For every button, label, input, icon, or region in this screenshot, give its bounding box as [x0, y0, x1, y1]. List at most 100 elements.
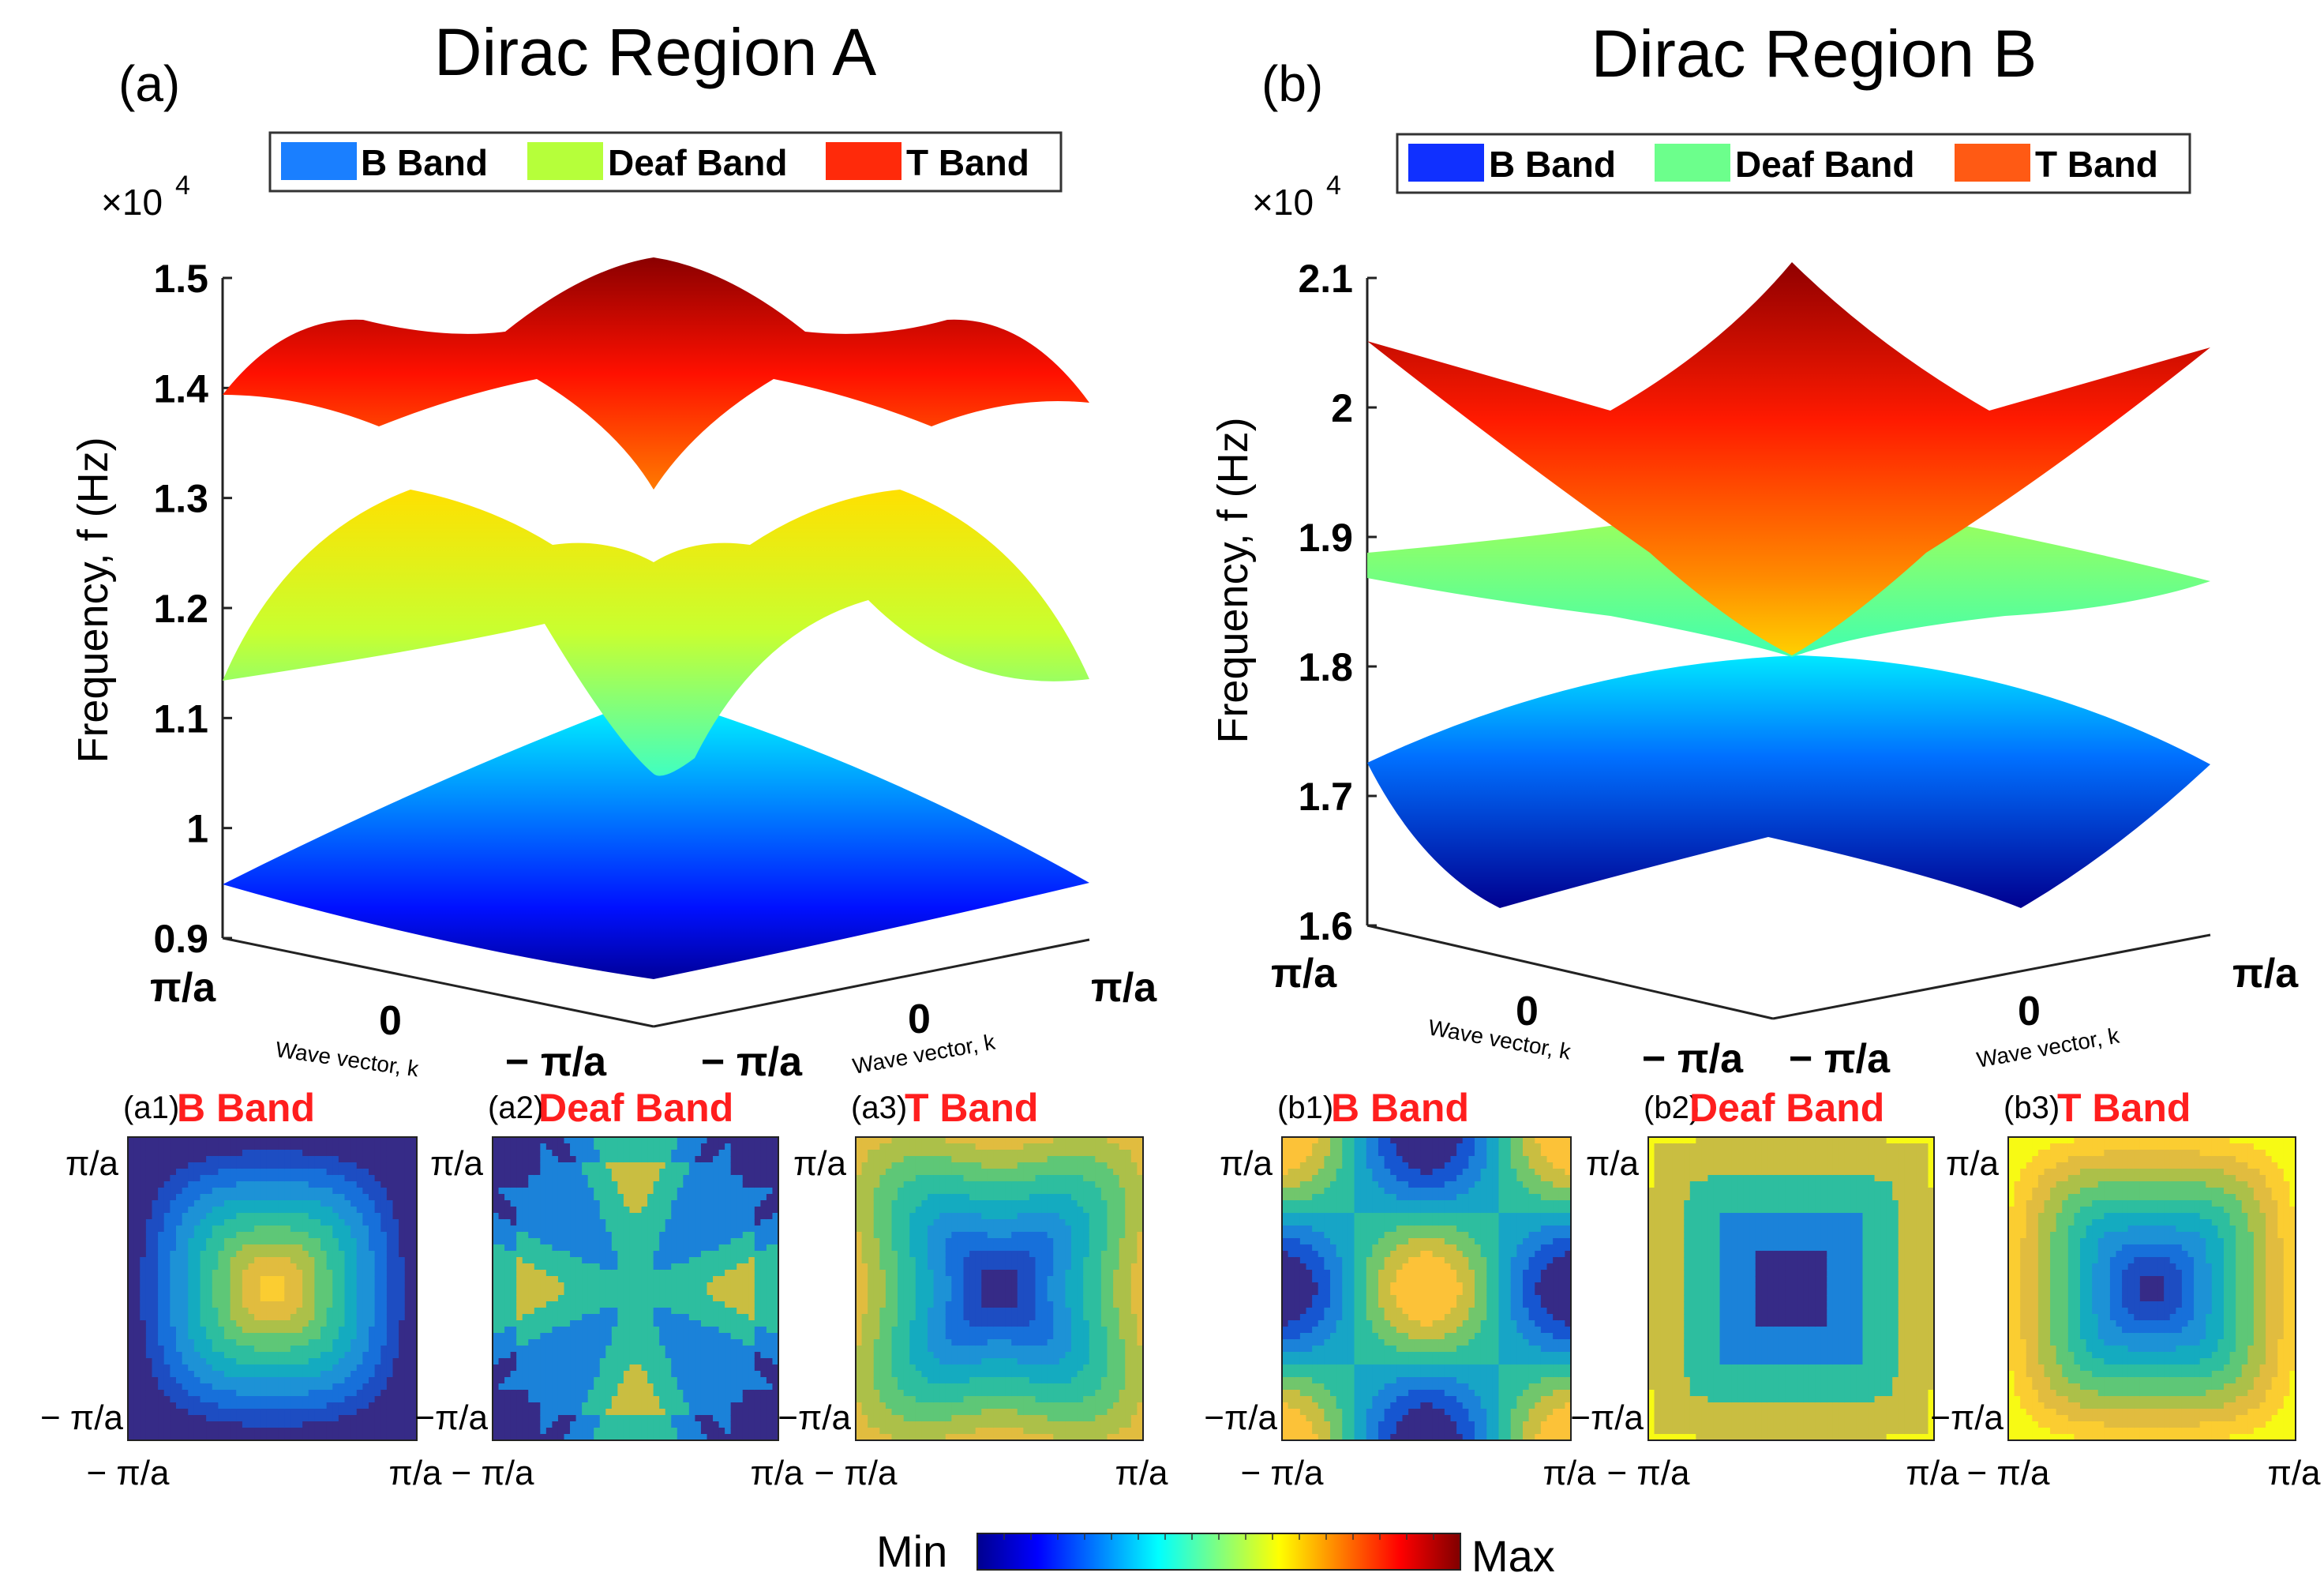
- contour-cell: [350, 1320, 358, 1327]
- contour-cell: [742, 1314, 749, 1321]
- contour-cell: [737, 1364, 744, 1372]
- contour-cell: [326, 1333, 333, 1340]
- contour-cell: [314, 1150, 321, 1157]
- contour-cell: [707, 1194, 714, 1201]
- contour-cell: [873, 1383, 880, 1391]
- contour-cell: [380, 1270, 388, 1277]
- contour-cell: [534, 1175, 541, 1182]
- contour-cell: [534, 1232, 541, 1239]
- contour-cell: [380, 1295, 388, 1302]
- contour-cell: [659, 1143, 666, 1150]
- contour-cell: [392, 1421, 399, 1428]
- contour-cell: [248, 1402, 255, 1409]
- contour-cell: [856, 1358, 863, 1365]
- contour-cell: [873, 1320, 880, 1327]
- contour-cell: [683, 1263, 690, 1271]
- contour-cell: [369, 1314, 376, 1321]
- contour-cell: [688, 1295, 696, 1302]
- contour-cell: [182, 1175, 189, 1182]
- contour-cell: [399, 1232, 406, 1239]
- contour-cell: [730, 1251, 737, 1258]
- contour-cell: [707, 1320, 714, 1327]
- contour-cell: [772, 1282, 779, 1289]
- contour-cell: [404, 1333, 411, 1340]
- contour-cell: [641, 1137, 648, 1144]
- contour-cell: [659, 1352, 666, 1359]
- contour-cell: [766, 1314, 774, 1321]
- contour-cell: [742, 1352, 749, 1359]
- contour-cell: [145, 1396, 153, 1403]
- contour-cell: [236, 1194, 243, 1201]
- contour-cell: [552, 1207, 559, 1214]
- contour-cell: [386, 1415, 394, 1422]
- contour-cell: [236, 1181, 243, 1188]
- contour-cell: [671, 1352, 678, 1359]
- contour-cell: [766, 1213, 774, 1220]
- contour-cell: [516, 1188, 523, 1195]
- contour-cell: [188, 1346, 195, 1353]
- contour-cell: [856, 1175, 863, 1182]
- contour-cell: [754, 1390, 761, 1397]
- contour-cell: [356, 1162, 363, 1169]
- contour-cell: [713, 1352, 720, 1359]
- legend-swatch-t-band: [1955, 144, 2030, 182]
- contour-cell: [665, 1421, 672, 1428]
- contour-cell: [350, 1226, 358, 1233]
- contour-cell: [540, 1289, 547, 1296]
- contour-cell: [641, 1232, 648, 1239]
- contour-cell: [671, 1282, 678, 1289]
- contour-cell: [659, 1238, 666, 1245]
- contour-cell: [326, 1169, 333, 1176]
- contour-cell: [248, 1143, 255, 1150]
- contour-cell: [272, 1339, 279, 1346]
- contour-cell: [587, 1219, 594, 1226]
- contour-cell: [218, 1276, 225, 1283]
- contour-cell: [272, 1346, 279, 1353]
- contour-cell: [748, 1390, 755, 1397]
- contour-cell: [688, 1358, 696, 1365]
- contour-cell: [493, 1396, 500, 1403]
- contour-cell: [647, 1409, 654, 1416]
- contour-cell: [254, 1150, 261, 1157]
- contour-cell: [326, 1346, 333, 1353]
- contour-cell: [879, 1346, 886, 1353]
- contour-cell: [641, 1169, 648, 1176]
- contour-cell: [879, 1282, 886, 1289]
- contour-cell: [885, 1301, 893, 1308]
- contour-cell: [158, 1396, 165, 1403]
- contour-cell: [683, 1308, 690, 1315]
- contour-cell: [713, 1421, 720, 1428]
- contour-cell: [344, 1207, 351, 1214]
- contour-cell: [713, 1175, 720, 1182]
- contour-cell: [557, 1364, 565, 1372]
- contour-cell: [617, 1175, 624, 1182]
- contour-cell: [200, 1181, 207, 1188]
- contour-cell: [737, 1257, 744, 1264]
- contour-cell: [677, 1207, 684, 1214]
- contour-cell: [206, 1169, 213, 1176]
- contour-cell: [528, 1434, 535, 1441]
- contour-cell: [212, 1308, 219, 1315]
- contour-cell: [284, 1156, 291, 1163]
- contour-cell: [617, 1251, 624, 1258]
- contour-cell: [344, 1409, 351, 1416]
- contour-cell: [856, 1308, 863, 1315]
- contour-cell: [362, 1270, 369, 1277]
- contour-cell: [386, 1175, 394, 1182]
- contour-cell: [266, 1396, 273, 1403]
- contour-cell: [659, 1333, 666, 1340]
- contour-cell: [344, 1200, 351, 1207]
- contour-cell: [218, 1352, 225, 1359]
- contour-cell: [320, 1428, 328, 1435]
- contour-cell: [290, 1346, 298, 1353]
- contour-cell: [200, 1402, 207, 1409]
- contour-cell: [230, 1162, 237, 1169]
- contour-cell: [386, 1150, 394, 1157]
- contour-cell: [557, 1308, 565, 1315]
- contour-cell: [369, 1327, 376, 1334]
- contour-cell: [170, 1333, 177, 1340]
- contour-cell: [302, 1371, 309, 1378]
- contour-cell: [647, 1428, 654, 1435]
- contour-cell: [158, 1346, 165, 1353]
- contour-cell: [200, 1263, 207, 1271]
